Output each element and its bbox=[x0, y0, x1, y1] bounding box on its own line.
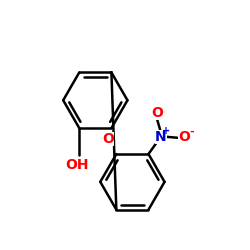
Text: O: O bbox=[102, 132, 114, 146]
Text: O: O bbox=[151, 106, 163, 120]
Text: O: O bbox=[178, 130, 190, 144]
Text: OH: OH bbox=[65, 158, 88, 172]
Text: -: - bbox=[189, 127, 194, 137]
Text: N: N bbox=[155, 130, 167, 144]
Text: +: + bbox=[162, 126, 170, 136]
